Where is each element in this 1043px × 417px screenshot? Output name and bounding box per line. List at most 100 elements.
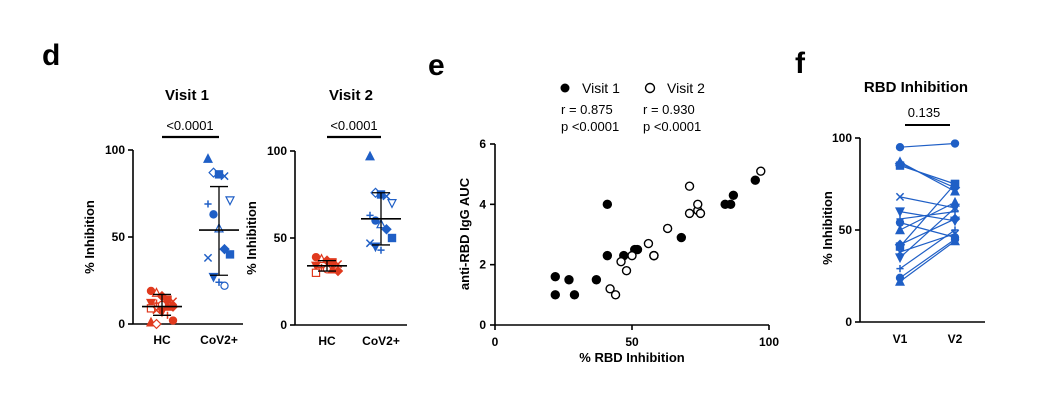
paired-line (899, 240, 956, 283)
x-tick-label: V1 (893, 332, 908, 346)
paired-line (899, 165, 956, 185)
data-point (662, 223, 673, 234)
data-point (684, 181, 695, 191)
data-point (225, 250, 235, 259)
legend-label-visit2: Visit 2 (667, 80, 705, 96)
data-point (332, 265, 344, 277)
data-point-v1 (895, 161, 905, 170)
x-tick-label: 50 (625, 335, 639, 349)
data-point-v1 (895, 253, 905, 264)
data-point-v1 (895, 142, 905, 152)
y-tick-label: 50 (839, 223, 853, 237)
data-point (168, 316, 178, 325)
data-point (621, 266, 632, 276)
stat-p-visit2: p <0.0001 (643, 119, 701, 134)
data-point (311, 268, 321, 278)
data-point (695, 208, 706, 219)
x-tick-label: HC (153, 333, 171, 347)
data-point-v1 (895, 207, 905, 218)
data-point (365, 150, 375, 161)
y-tick-label: 6 (479, 137, 486, 151)
y-tick-label: 0 (479, 318, 486, 332)
x-tick-label: 0 (492, 335, 499, 349)
data-point-v2 (950, 139, 960, 148)
y-tick-label: 4 (479, 197, 486, 211)
paired-line (899, 201, 956, 231)
y-tick-label: 0 (118, 317, 125, 331)
y-tick-label: 0 (280, 318, 287, 332)
data-point (649, 250, 659, 261)
data-point-v2 (950, 203, 960, 214)
data-point-v1 (895, 276, 905, 286)
legend-marker-visit2 (644, 82, 656, 94)
y-axis-label: % Inhibition (820, 191, 835, 265)
chart-visit1: Visit 1 <0.0001 % Inhibition 0 50 100 HC CoV… (82, 87, 243, 347)
data-point (676, 232, 687, 243)
data-point-v2 (950, 235, 960, 246)
data-point (382, 192, 391, 201)
paired-line (899, 229, 956, 270)
data-point (616, 256, 626, 267)
y-tick-label: 100 (105, 143, 125, 157)
data-point-v2 (951, 226, 959, 234)
y-axis-label: anti-RBD IgG AUC (457, 177, 472, 290)
data-point (756, 166, 766, 176)
stat-r-visit1: r = 0.875 (561, 102, 613, 117)
y-tick-label: 50 (112, 230, 126, 244)
data-point-v1 (895, 242, 905, 251)
data-point (215, 278, 223, 286)
data-point (214, 170, 224, 179)
data-point (627, 250, 637, 261)
data-point (387, 233, 397, 243)
chart-correlation: % RBD Inhibition anti-RBD IgG AUC Visit … (457, 80, 779, 365)
chart-title: Visit 2 (329, 87, 373, 104)
data-point (203, 153, 213, 163)
data-point (632, 244, 643, 255)
panel-letter-e: e (428, 49, 445, 82)
data-point (387, 199, 397, 209)
data-point (550, 290, 560, 300)
data-point (377, 246, 385, 254)
data-point (728, 190, 739, 200)
y-tick-label: 50 (274, 231, 288, 245)
y-axis-label: % Inhibition (244, 201, 259, 275)
paired-line (899, 161, 956, 192)
data-point (220, 171, 229, 181)
bracket-label: 0.135 (908, 105, 941, 120)
chart-visit2: Visit 2 <0.0001 % Inhibition 0 50 100 HC CoV… (244, 87, 407, 348)
data-point (204, 200, 212, 208)
y-tick-label: 100 (267, 144, 287, 158)
x-tick-label: CoV2+ (200, 333, 238, 347)
x-tick-label: CoV2+ (362, 334, 400, 348)
data-point (725, 199, 736, 210)
data-point (591, 275, 602, 285)
y-tick-label: 0 (845, 315, 852, 329)
data-point (602, 199, 613, 210)
data-point-v2 (949, 213, 961, 225)
legend-label-visit1: Visit 1 (582, 80, 620, 96)
paired-line (899, 183, 956, 247)
data-point (602, 250, 613, 261)
data-point (643, 238, 654, 249)
legend-marker-visit1 (560, 83, 570, 93)
y-tick-label: 2 (479, 258, 486, 272)
bracket-label: <0.0001 (330, 118, 377, 133)
stat-r-visit2: r = 0.930 (643, 102, 695, 117)
data-point (550, 272, 560, 282)
data-point (569, 290, 580, 300)
x-tick-label: HC (318, 334, 336, 348)
x-tick-label: 100 (759, 335, 779, 349)
data-point (610, 290, 621, 300)
chart-title: Visit 1 (165, 87, 209, 104)
data-point-v1 (895, 224, 905, 235)
paired-line (899, 238, 956, 279)
paired-line (899, 142, 956, 148)
data-point (151, 318, 162, 330)
data-point (381, 224, 392, 235)
x-tick-label: V2 (948, 332, 963, 346)
paired-line (899, 163, 956, 189)
y-axis-label: % Inhibition (82, 200, 97, 274)
paired-line (899, 218, 956, 246)
data-point (750, 175, 760, 185)
panel-letter-d: d (42, 39, 60, 72)
